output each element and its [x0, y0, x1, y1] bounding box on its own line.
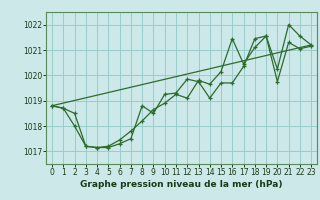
X-axis label: Graphe pression niveau de la mer (hPa): Graphe pression niveau de la mer (hPa) [80, 180, 283, 189]
